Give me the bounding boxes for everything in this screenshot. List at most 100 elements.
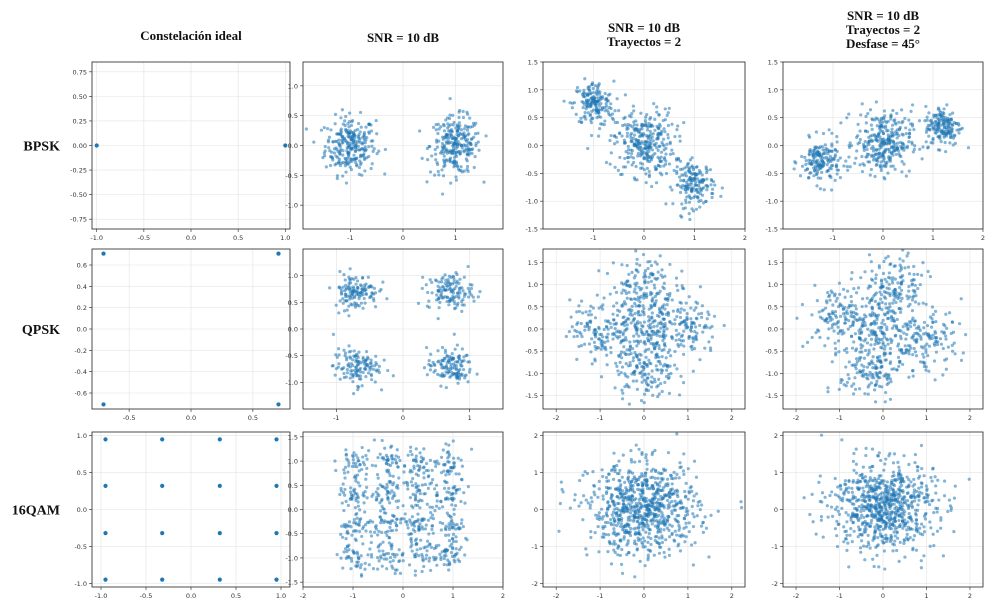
- scatter-point: [425, 539, 430, 543]
- scatter-point: [441, 521, 445, 526]
- scatter-point: [626, 151, 630, 155]
- scatter-point: [421, 466, 426, 470]
- scatter-point: [619, 350, 624, 354]
- scatter-point: [590, 81, 595, 85]
- scatter-point: [390, 552, 395, 556]
- scatter-point: [647, 275, 651, 279]
- scatter-point: [898, 257, 902, 261]
- scatter-point: [601, 497, 605, 501]
- scatter-point: [623, 93, 627, 97]
- scatter-point: [428, 170, 433, 174]
- scatter-point: [351, 457, 355, 462]
- scatter-point: [342, 371, 346, 376]
- scatter-point: [841, 312, 846, 316]
- scatter-point: [691, 168, 696, 172]
- scatter-point: [722, 323, 726, 328]
- scatter-point: [909, 346, 913, 350]
- scatter-point: [382, 557, 387, 561]
- scatter-point: [899, 299, 903, 303]
- scatter-point: [644, 181, 648, 185]
- scatter-point: [343, 164, 348, 168]
- scatter-point: [447, 568, 451, 572]
- scatter-point: [612, 142, 617, 146]
- scatter-point: [434, 546, 438, 550]
- scatter-point: [871, 149, 876, 153]
- scatter-point: [622, 141, 627, 145]
- scatter-point: [456, 558, 460, 562]
- scatter-point: [646, 339, 651, 343]
- scatter-point: [426, 544, 430, 548]
- scatter-point: [871, 118, 875, 122]
- scatter-point: [329, 128, 333, 132]
- scatter-point: [436, 349, 440, 353]
- scatter-point: [398, 458, 402, 463]
- scatter-point: [327, 135, 332, 139]
- scatter-point: [482, 180, 486, 184]
- scatter-point: [850, 270, 854, 275]
- scatter-point: [644, 115, 648, 119]
- scatter-point: [406, 453, 410, 457]
- scatter-point: [446, 126, 450, 130]
- scatter-point: [333, 112, 338, 116]
- scatter-point: [445, 354, 449, 358]
- y-tick-label: 0.5: [528, 303, 538, 311]
- scatter-point: [579, 120, 583, 124]
- scatter-point: [344, 292, 348, 296]
- scatter-point: [826, 390, 830, 394]
- scatter-point: [582, 342, 587, 346]
- scatter-point: [921, 360, 925, 364]
- scatter-point: [658, 334, 662, 338]
- scatter-point: [451, 532, 456, 536]
- scatter-point: [624, 352, 628, 356]
- scatter-point: [452, 364, 457, 368]
- scatter-point: [937, 121, 941, 125]
- scatter-point: [898, 125, 902, 130]
- scatter-point: [346, 122, 350, 126]
- scatter-point: [632, 176, 636, 180]
- scatter-point: [793, 160, 797, 164]
- scatter-point: [440, 141, 445, 146]
- scatter-point: [928, 119, 932, 123]
- scatter-point: [452, 512, 456, 516]
- scatter-point: [664, 171, 669, 176]
- scatter-point: [875, 334, 879, 338]
- x-tick-label: 1: [468, 414, 472, 422]
- y-tick-label: 0.2: [77, 304, 87, 312]
- scatter-point: [666, 111, 670, 115]
- scatter-point: [354, 513, 358, 517]
- scatter-point: [435, 293, 439, 297]
- scatter-point: [630, 125, 634, 129]
- scatter-point: [360, 534, 364, 539]
- scatter-point: [374, 118, 378, 123]
- scatter-point: [337, 362, 341, 366]
- scatter-point: [888, 361, 892, 366]
- scatter-point: [883, 277, 887, 281]
- scatter-point: [364, 529, 368, 533]
- scatter-point: [643, 279, 647, 283]
- scatter-point: [602, 123, 606, 127]
- scatter-point: [699, 170, 703, 174]
- scatter-point: [624, 336, 628, 340]
- scatter-point: [648, 272, 652, 276]
- scatter-point: [850, 311, 854, 315]
- scatter-point: [659, 273, 663, 277]
- scatter-point: [611, 261, 615, 265]
- scatter-point: [637, 341, 641, 345]
- scatter-point: [642, 401, 646, 405]
- scatter-point: [833, 178, 837, 182]
- scatter-point: [459, 165, 463, 169]
- scatter-point: [444, 386, 448, 390]
- scatter-point: [827, 327, 831, 331]
- scatter-point: [633, 325, 637, 329]
- scatter-point: [855, 135, 859, 139]
- scatter-point: [915, 337, 919, 341]
- scatter-point: [819, 176, 823, 180]
- scatter-point: [657, 392, 661, 396]
- scatter-point: [660, 268, 664, 272]
- scatter-point: [436, 122, 440, 126]
- scatter-point: [448, 297, 452, 302]
- scatter-point: [855, 360, 859, 364]
- scatter-point: [377, 149, 381, 153]
- scatter-point: [577, 309, 582, 314]
- scatter-point: [351, 454, 355, 459]
